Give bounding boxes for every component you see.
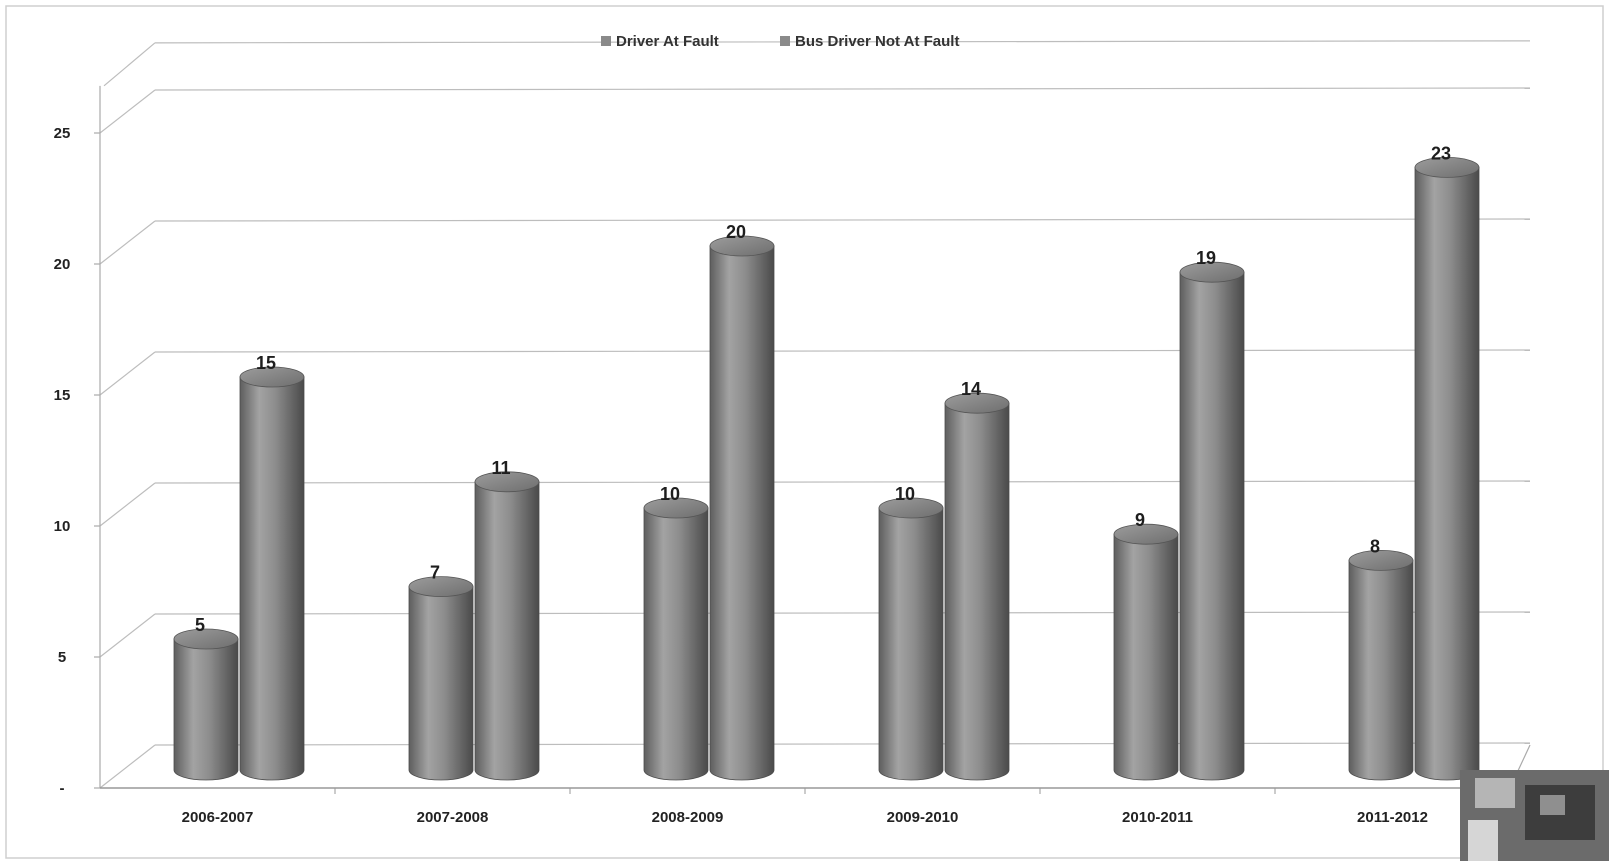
x-tick-label: 2011-2012 xyxy=(1357,809,1428,826)
bars xyxy=(173,156,1480,781)
data-label: 14 xyxy=(961,379,981,399)
gridline-side xyxy=(99,220,156,265)
gridline xyxy=(154,611,1531,615)
bar xyxy=(173,628,239,781)
gridline-side xyxy=(99,744,156,789)
y-tick-label: 5 xyxy=(58,649,66,666)
bar xyxy=(408,576,474,781)
gridline-side xyxy=(99,351,156,396)
x-tick-label: 2010-2011 xyxy=(1122,809,1193,826)
x-tick-label: 2009-2010 xyxy=(887,809,959,826)
legend: Driver At Fault Bus Driver Not At Fault xyxy=(601,33,959,50)
legend-swatch-driver-at-fault xyxy=(601,36,611,46)
gridline-top xyxy=(154,40,1531,44)
gridline-side xyxy=(99,482,156,527)
data-label: 23 xyxy=(1431,143,1451,163)
gridline xyxy=(154,349,1531,353)
data-label: 7 xyxy=(430,563,440,583)
legend-label-bus-driver-not-at-fault: Bus Driver Not At Fault xyxy=(795,33,959,50)
data-label: 15 xyxy=(256,353,276,373)
bar xyxy=(944,392,1010,781)
legend-label-driver-at-fault: Driver At Fault xyxy=(616,33,719,50)
x-tick-label: 2006-2007 xyxy=(182,809,254,826)
gridline-side xyxy=(99,89,156,134)
gridline xyxy=(154,218,1531,222)
bar xyxy=(878,497,944,781)
x-tick-label: 2007-2008 xyxy=(417,809,489,826)
bar xyxy=(239,366,305,781)
bar xyxy=(1113,523,1179,781)
data-label: 9 xyxy=(1135,510,1145,530)
bar xyxy=(1348,550,1414,781)
gridline xyxy=(154,480,1531,484)
y-tick-label: 15 xyxy=(54,387,71,404)
bar xyxy=(643,497,709,781)
bar xyxy=(1414,156,1480,781)
x-tick-label: 2008-2009 xyxy=(652,809,724,826)
gridline-side xyxy=(99,613,156,658)
data-label: 10 xyxy=(660,484,680,504)
photo-thumbnail xyxy=(1460,770,1609,861)
data-label: 19 xyxy=(1196,248,1216,268)
data-label: 20 xyxy=(726,222,746,242)
gridlines xyxy=(99,40,1531,789)
labels: 2006-2007 5 15 2007-2008 7 11 2008-2009 10 20 200… xyxy=(182,143,1451,826)
axes: - 5 10 15 20 25 xyxy=(54,85,1531,797)
data-label: 10 xyxy=(895,484,915,504)
data-label: 11 xyxy=(491,458,510,478)
bar xyxy=(709,235,775,781)
data-label: 5 xyxy=(195,615,205,635)
gridline xyxy=(154,87,1531,91)
y-tick-label: 20 xyxy=(54,256,71,273)
y-tick-label: 10 xyxy=(54,518,71,535)
gridline xyxy=(154,742,1531,746)
y-tick-label: 25 xyxy=(54,125,71,142)
bar xyxy=(474,471,540,781)
data-label: 8 xyxy=(1370,536,1380,556)
y-tick-label: - xyxy=(60,780,65,797)
bar xyxy=(1179,261,1245,781)
gridline-side xyxy=(103,42,156,87)
legend-swatch-bus-driver-not-at-fault xyxy=(780,36,790,46)
